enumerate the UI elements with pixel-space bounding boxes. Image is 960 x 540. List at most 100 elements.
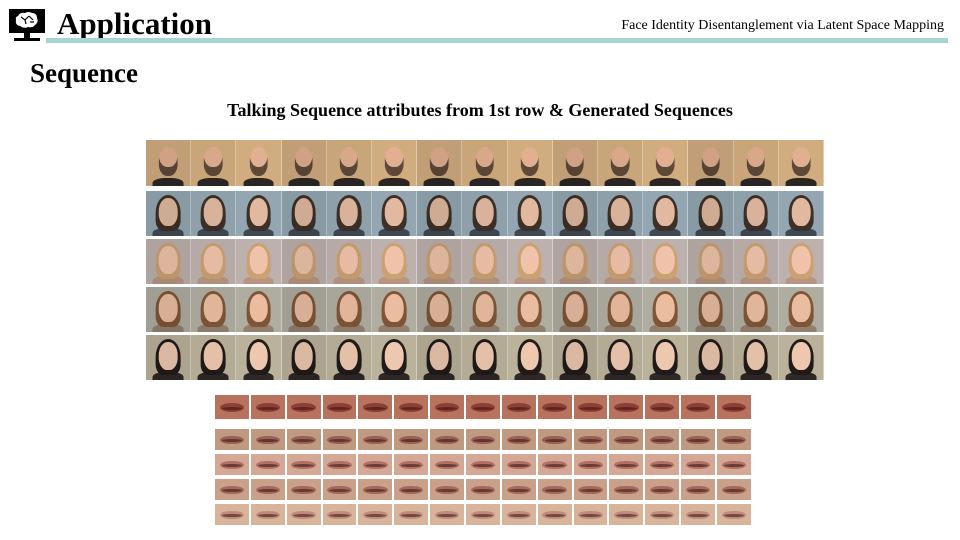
face-row: [146, 140, 825, 186]
face-frame: [778, 335, 825, 380]
lip-frame: [322, 479, 357, 500]
face-frame: [281, 335, 327, 380]
lip-frame: [537, 454, 572, 475]
lip-frame: [358, 479, 393, 500]
lip-frame: [681, 479, 716, 500]
face-frame: [462, 140, 508, 186]
lip-frame: [215, 395, 249, 419]
lip-frame: [215, 504, 249, 525]
lip-row: [215, 395, 751, 419]
face-frame: [236, 191, 282, 236]
face-frame: [326, 140, 373, 186]
face-frame: [507, 287, 553, 332]
face-frame: [146, 287, 192, 332]
face-frame: [778, 239, 825, 284]
lip-frame: [322, 429, 357, 450]
lip-frame: [609, 429, 644, 450]
face-frame: [733, 191, 779, 236]
face-frame: [598, 239, 644, 284]
face-frame: [372, 140, 418, 186]
face-frame: [372, 239, 418, 284]
face-frame: [417, 140, 463, 186]
face-frame: [372, 191, 418, 236]
face-frame: [236, 287, 282, 332]
lip-frame: [250, 454, 285, 475]
lip-frame: [286, 395, 321, 419]
face-frame: [643, 335, 689, 380]
face-frame: [733, 140, 779, 186]
face-frame: [462, 287, 508, 332]
face-frame: [778, 287, 825, 332]
lip-frame: [537, 395, 572, 419]
face-frame: [236, 335, 282, 380]
face-frame: [598, 335, 644, 380]
lip-row: [215, 504, 751, 525]
header-subtitle: Face Identity Disentanglement via Latent…: [621, 18, 944, 33]
face-frame: [688, 335, 734, 380]
lip-frame: [573, 454, 608, 475]
lip-frame: [501, 395, 536, 419]
face-frame: [417, 239, 463, 284]
face-frame: [281, 140, 327, 186]
lip-frame: [466, 429, 500, 450]
face-frame: [417, 287, 463, 332]
lip-frame: [466, 454, 500, 475]
lip-frame: [286, 479, 321, 500]
section-title: Sequence: [30, 58, 138, 88]
lip-frame: [501, 504, 536, 525]
face-frame: [326, 287, 373, 332]
face-frame: [778, 140, 825, 186]
face-frame: [191, 239, 237, 284]
face-frame: [462, 191, 508, 236]
lip-frame: [537, 504, 572, 525]
lip-frame: [322, 504, 357, 525]
lip-frame: [466, 504, 500, 525]
face-frame: [146, 191, 192, 236]
face-frame: [598, 287, 644, 332]
lip-frame: [430, 429, 465, 450]
lip-frame: [394, 504, 429, 525]
lip-frame: [466, 395, 500, 419]
face-frame: [688, 287, 734, 332]
face-frame: [598, 191, 644, 236]
face-frame: [191, 191, 237, 236]
lip-frame: [250, 479, 285, 500]
lip-frame: [717, 504, 751, 525]
lip-frame: [573, 429, 608, 450]
face-frame: [552, 335, 599, 380]
lip-frame: [717, 479, 751, 500]
face-frame: [733, 335, 779, 380]
face-frame: [191, 140, 237, 186]
face-sequence-grid: [146, 140, 825, 380]
lip-frame: [573, 479, 608, 500]
face-frame: [733, 287, 779, 332]
lip-frame: [286, 454, 321, 475]
lip-frame: [717, 429, 751, 450]
face-frame: [417, 335, 463, 380]
face-frame: [146, 335, 192, 380]
face-frame: [236, 239, 282, 284]
lip-frame: [501, 479, 536, 500]
face-frame: [191, 287, 237, 332]
face-frame: [146, 140, 192, 186]
lip-frame: [358, 454, 393, 475]
lip-frame: [501, 454, 536, 475]
face-frame: [326, 335, 373, 380]
face-frame: [146, 239, 192, 284]
lip-frame: [501, 429, 536, 450]
lip-frame: [250, 395, 285, 419]
lip-frame: [358, 429, 393, 450]
face-row: [146, 191, 825, 236]
face-frame: [507, 191, 553, 236]
face-frame: [417, 191, 463, 236]
lip-frame: [645, 395, 680, 419]
lip-frame: [394, 479, 429, 500]
lip-frame: [215, 454, 249, 475]
lip-frame: [430, 479, 465, 500]
face-row: [146, 239, 825, 284]
lip-row: [215, 479, 751, 500]
lip-frame: [609, 395, 644, 419]
face-frame: [552, 287, 599, 332]
lip-frame: [466, 479, 500, 500]
face-frame: [281, 239, 327, 284]
